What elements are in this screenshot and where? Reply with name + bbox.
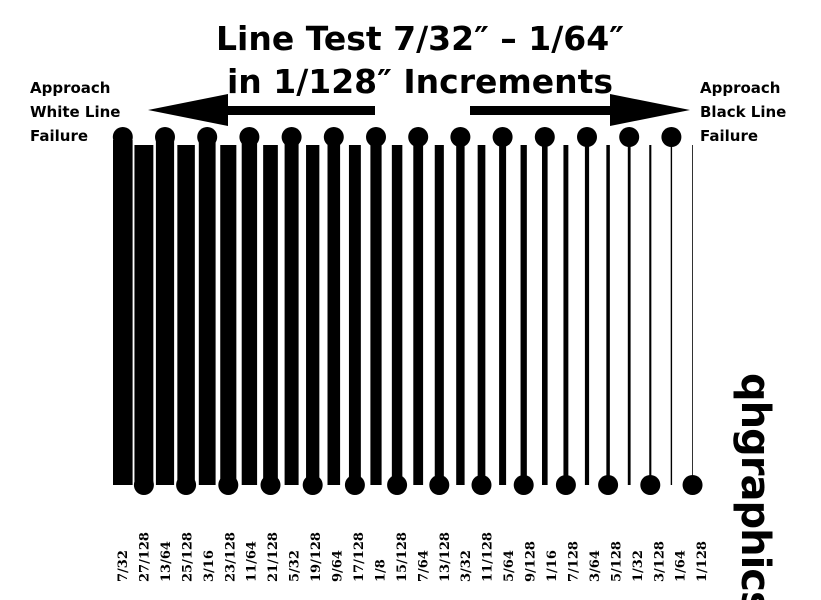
right-arrow [470,94,690,126]
line-label: 9/64 [331,550,346,582]
test-line [627,140,631,485]
right-label: Failure [700,127,758,145]
line-dot [344,475,365,495]
test-line [670,140,673,485]
line-label: 13/64 [159,541,174,582]
line-dot [555,475,576,495]
test-line [391,145,403,485]
left-label: White Line [30,103,120,121]
test-line [177,145,195,485]
line-label: 1/32 [631,550,646,582]
line-label: 17/128 [352,532,367,582]
logo: qhgraphics [732,373,778,600]
line-label: 15/128 [395,532,410,582]
line-dot [323,127,344,147]
test-line [220,145,237,485]
line-label: 9/128 [524,541,539,582]
line-dot [513,475,534,495]
line-label: 13/128 [438,532,453,582]
line-dot [640,475,661,495]
line-dot [387,475,408,495]
test-line [649,145,652,485]
line-dot [112,127,133,147]
line-label: 1/8 [373,559,388,582]
line-dot [176,475,197,495]
test-line [456,140,465,485]
test-line [434,145,444,485]
line-label: 25/128 [180,532,195,582]
line-label: 1/128 [695,541,710,582]
line-dot [281,127,302,147]
line-label: 27/128 [137,532,152,582]
line-label: 7/128 [566,541,581,582]
test-line [499,140,507,485]
line-dot [661,127,682,147]
line-label: 3/32 [459,550,474,582]
test-line [520,145,527,485]
test-line [542,140,548,485]
line-dot [429,475,450,495]
line-label: 11/64 [245,541,260,582]
line-label: 3/64 [588,550,603,582]
test-line [155,140,175,485]
left-label: Approach [30,79,110,97]
line-label: 7/64 [416,550,431,582]
line-dot [260,475,281,495]
line-dot [155,127,175,147]
line-label: 23/128 [223,532,238,582]
line-label: 5/128 [609,541,624,582]
line-dot [598,475,619,495]
line-dot [408,127,429,147]
test-line [370,140,382,485]
test-line [348,145,361,485]
test-line [284,140,299,485]
line-dot [366,127,386,147]
right-label: Approach [700,79,780,97]
test-line [692,145,693,485]
right-label: Black Line [700,103,786,121]
left-label: Failure [30,127,88,145]
line-label: 1/16 [545,550,560,582]
line-dot [534,127,555,147]
line-label: 3/16 [202,550,217,582]
test-line [263,145,278,485]
line-dot [471,475,492,495]
line-dot [682,475,703,495]
line-label: 21/128 [266,532,281,582]
line-label: 19/128 [309,532,324,582]
test-line [584,140,590,485]
test-line [563,145,569,485]
line-dot [450,127,471,147]
test-line [606,145,610,485]
line-label: 1/64 [674,550,689,582]
test-line [327,140,341,485]
test-line [113,140,133,485]
line-label: 5/32 [288,550,303,582]
left-arrow [148,94,375,126]
line-label: 3/128 [652,541,667,582]
title-line: in 1/128″ Increments [227,62,613,101]
line-dot [619,127,640,147]
line-dot [239,127,260,147]
test-line [477,145,486,485]
test-line [413,140,424,485]
test-line [134,145,154,485]
line-dot [302,475,323,495]
line-dot [133,475,154,495]
title-line: Line Test 7/32″ – 1/64″ [216,19,624,58]
test-line [241,140,258,485]
test-line [198,140,216,485]
line-dot [218,475,239,495]
line-label: 7/32 [116,550,131,582]
line-dot [492,127,513,147]
line-label: 5/64 [502,550,517,582]
line-dot [577,127,597,147]
test-line [306,145,320,485]
line-label: 11/128 [481,532,496,582]
line-dot [197,127,218,147]
